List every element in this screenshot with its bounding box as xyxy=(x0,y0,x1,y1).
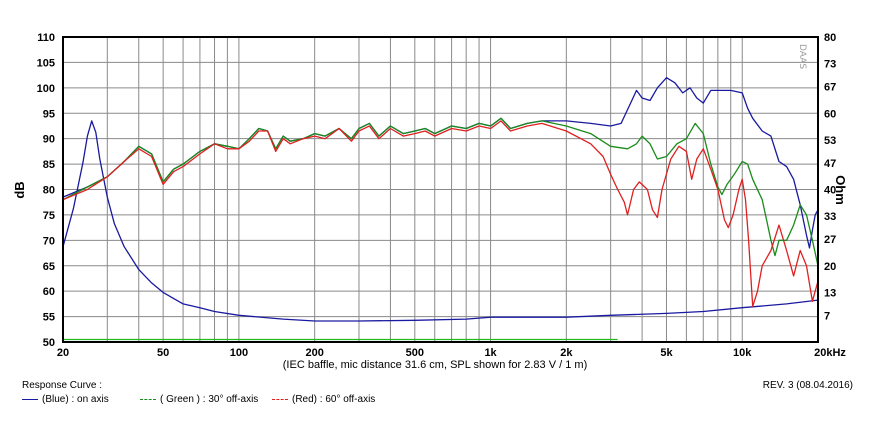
y-tick-label: 80 xyxy=(43,185,55,197)
60-off-axis-curve xyxy=(62,120,819,308)
x-tick-label: 5k xyxy=(660,347,673,359)
y-tick-label: 55 xyxy=(43,312,55,324)
x-tick-label: 2k xyxy=(560,347,573,359)
y-tick-label: 70 xyxy=(43,235,55,247)
x-axis-note: (IEC baffle, mic distance 31.6 cm, SPL s… xyxy=(283,359,587,371)
y-tick-label: 75 xyxy=(43,210,55,222)
y-tick-label: 90 xyxy=(43,134,55,146)
x-tick-label: 100 xyxy=(230,347,248,359)
y2-tick-label: 47 xyxy=(824,158,836,170)
curves xyxy=(62,77,819,341)
legend-swatch-blue xyxy=(22,399,38,400)
tick-labels: 20 50 100 200 500 1k 2k 5k 10k 20kHz5055606570758… xyxy=(37,32,847,359)
watermark: DAAS xyxy=(797,44,807,69)
y-axis-title: dB xyxy=(12,181,27,198)
y2-tick-label: 20 xyxy=(824,261,836,273)
legend-item-on-axis: (Blue) : on axis xyxy=(22,394,109,405)
grid-lines xyxy=(62,36,819,343)
y2-tick-label: 27 xyxy=(824,234,836,246)
y-tick-label: 95 xyxy=(43,108,55,120)
plot-border xyxy=(62,36,819,343)
y-tick-label: 60 xyxy=(43,286,55,298)
legend-item-30-off-axis: ( Green ) : 30° off-axis xyxy=(140,394,258,405)
revision-label: REV. 3 (08.04.2016) xyxy=(762,380,853,391)
y2-tick-label: 53 xyxy=(824,135,836,147)
legend-label-on-axis: (Blue) : on axis xyxy=(42,394,109,405)
y2-tick-label: 67 xyxy=(824,82,836,94)
x-tick-label: 50 xyxy=(157,347,169,359)
legend-swatch-green xyxy=(140,399,156,400)
x-tick-label: 20kHz xyxy=(814,347,846,359)
footer: Response Curve : REV. 3 (08.04.2016) (Bl… xyxy=(0,376,875,430)
legend-label-30-off-axis: ( Green ) : 30° off-axis xyxy=(160,394,259,405)
x-tick-label: 1k xyxy=(484,347,497,359)
y2-tick-label: 13 xyxy=(824,287,836,299)
response-curve-caption: Response Curve : xyxy=(22,380,103,391)
y2-tick-label: 60 xyxy=(824,108,836,120)
y2-axis-title: Ohm xyxy=(833,175,848,205)
y-tick-label: 105 xyxy=(37,57,55,69)
y2-tick-label: 40 xyxy=(824,185,836,197)
y2-tick-label: 80 xyxy=(824,32,836,44)
frequency-response-chart: 20 50 100 200 500 1k 2k 5k 10k 20kHz5055606570758… xyxy=(12,32,848,371)
y-tick-label: 85 xyxy=(43,159,55,171)
impedance-curve xyxy=(62,120,819,322)
y-tick-label: 50 xyxy=(43,337,55,349)
x-tick-label: 500 xyxy=(406,347,424,359)
y2-tick-label: 7 xyxy=(824,310,830,322)
x-tick-label: 10k xyxy=(733,347,752,359)
y-tick-label: 110 xyxy=(37,32,55,44)
y-tick-label: 100 xyxy=(37,83,55,95)
y2-tick-label: 73 xyxy=(824,59,836,71)
legend-label-60-off-axis: (Red) : 60° off-axis xyxy=(292,394,376,405)
legend-item-60-off-axis: (Red) : 60° off-axis xyxy=(272,394,375,405)
legend-swatch-red xyxy=(272,399,288,400)
x-tick-label: 200 xyxy=(305,347,323,359)
x-tick-label: 20 xyxy=(57,347,69,359)
y2-tick-label: 33 xyxy=(824,211,836,223)
y-tick-label: 65 xyxy=(43,261,55,273)
